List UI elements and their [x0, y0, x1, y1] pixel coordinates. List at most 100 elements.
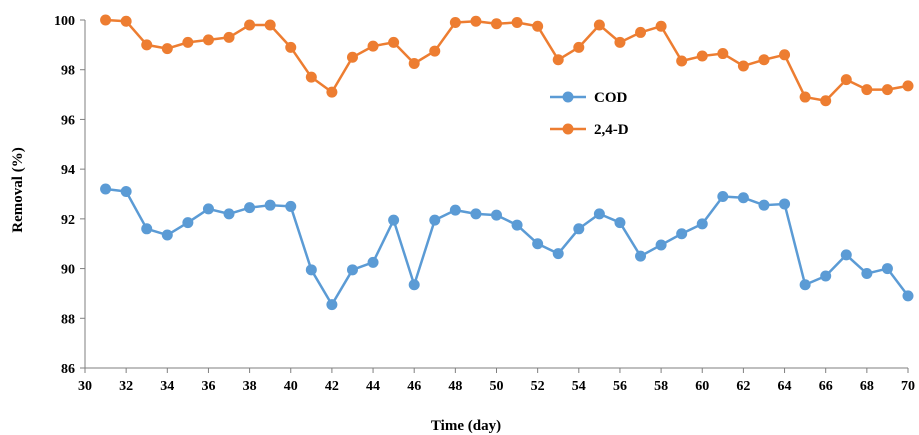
y-axis-title: Removal (%) — [10, 147, 26, 232]
data-point — [737, 192, 749, 204]
data-point — [182, 36, 194, 48]
x-tick-label: 30 — [78, 379, 92, 394]
y-tick-label: 86 — [61, 362, 75, 377]
data-point — [388, 36, 400, 48]
data-point — [285, 200, 297, 212]
data-point — [737, 60, 749, 72]
x-tick-label: 64 — [778, 379, 792, 394]
data-point — [655, 20, 667, 32]
series-cod — [100, 183, 914, 311]
data-point — [367, 256, 379, 268]
x-ticks: 30 32 34 36 38 40 42 44 46 48 50 52 54 56 58 60 62 64 66 68… — [78, 368, 915, 394]
data-point — [388, 214, 400, 226]
data-point — [491, 18, 502, 30]
data-point — [100, 183, 112, 195]
data-point — [820, 270, 832, 282]
data-point — [840, 249, 852, 261]
x-tick-label: 44 — [366, 379, 380, 394]
data-point — [532, 238, 544, 250]
data-point — [799, 91, 811, 103]
data-point — [264, 19, 276, 31]
legend-label: COD — [594, 90, 628, 106]
x-tick-label: 62 — [736, 379, 750, 394]
x-tick-label: 32 — [119, 379, 133, 394]
data-point — [861, 268, 873, 280]
data-point — [779, 49, 791, 61]
data-point — [161, 43, 173, 55]
x-tick-label: 54 — [572, 379, 586, 394]
data-point — [779, 198, 791, 210]
data-point — [244, 19, 256, 31]
data-point — [511, 219, 523, 231]
legend-marker — [562, 91, 574, 103]
series-line — [105, 187, 909, 306]
data-point — [120, 186, 132, 198]
data-point — [758, 54, 770, 66]
y-ticks: 86 88 90 92 94 96 98 100 — [54, 14, 85, 377]
data-point — [717, 48, 729, 60]
y-tick-label: 94 — [61, 163, 75, 178]
data-point — [676, 228, 688, 240]
data-point — [593, 19, 605, 31]
data-point — [408, 58, 420, 69]
data-point — [264, 199, 276, 211]
data-point — [408, 279, 420, 291]
data-point — [552, 248, 564, 260]
data-point — [449, 204, 461, 216]
y-tick-label: 100 — [54, 14, 75, 29]
legend-item: COD — [550, 90, 628, 106]
y-tick-label: 88 — [61, 312, 75, 327]
y-tick-label: 98 — [61, 64, 75, 79]
data-point — [285, 41, 297, 53]
x-tick-label: 42 — [325, 379, 339, 394]
y-tick-label: 90 — [61, 263, 75, 278]
x-tick-label: 36 — [201, 379, 215, 394]
data-point — [470, 208, 482, 220]
x-tick-label: 70 — [901, 379, 915, 394]
data-point — [429, 45, 441, 57]
data-point — [593, 208, 605, 220]
data-point — [326, 86, 338, 98]
data-point — [696, 50, 708, 62]
data-point — [305, 71, 317, 83]
x-tick-label: 52 — [531, 379, 545, 394]
series-2-4-d — [100, 14, 914, 107]
data-point — [840, 74, 852, 86]
series-layer — [100, 14, 914, 311]
data-point — [511, 16, 523, 28]
data-point — [635, 26, 647, 38]
x-tick-label: 56 — [613, 379, 627, 394]
data-point — [820, 95, 832, 107]
legend-marker — [562, 123, 574, 135]
data-point — [429, 214, 441, 226]
x-tick-label: 50 — [490, 379, 504, 394]
x-tick-label: 34 — [160, 379, 174, 394]
data-point — [223, 208, 235, 220]
data-point — [614, 36, 626, 48]
y-tick-label: 96 — [61, 113, 75, 128]
data-point — [799, 279, 811, 291]
y-tick-label: 92 — [61, 213, 75, 228]
series-line — [105, 18, 909, 103]
data-point — [346, 51, 358, 63]
data-point — [614, 217, 626, 229]
axes — [84, 20, 908, 369]
data-point — [346, 264, 358, 276]
data-point — [717, 190, 729, 202]
data-point — [861, 84, 873, 96]
legend-item: 2,4-D — [550, 122, 629, 138]
data-point — [902, 290, 914, 302]
x-axis-title: Time (day) — [431, 418, 501, 434]
data-point — [326, 299, 338, 311]
legend-label: 2,4-D — [594, 122, 629, 138]
data-point — [532, 20, 544, 32]
data-point — [182, 217, 194, 229]
legend: COD 2,4-D — [550, 90, 629, 138]
data-point — [202, 203, 214, 215]
x-tick-label: 60 — [695, 379, 709, 394]
data-point — [100, 14, 112, 26]
x-tick-label: 40 — [284, 379, 298, 394]
data-point — [902, 80, 914, 92]
data-point — [881, 263, 893, 275]
